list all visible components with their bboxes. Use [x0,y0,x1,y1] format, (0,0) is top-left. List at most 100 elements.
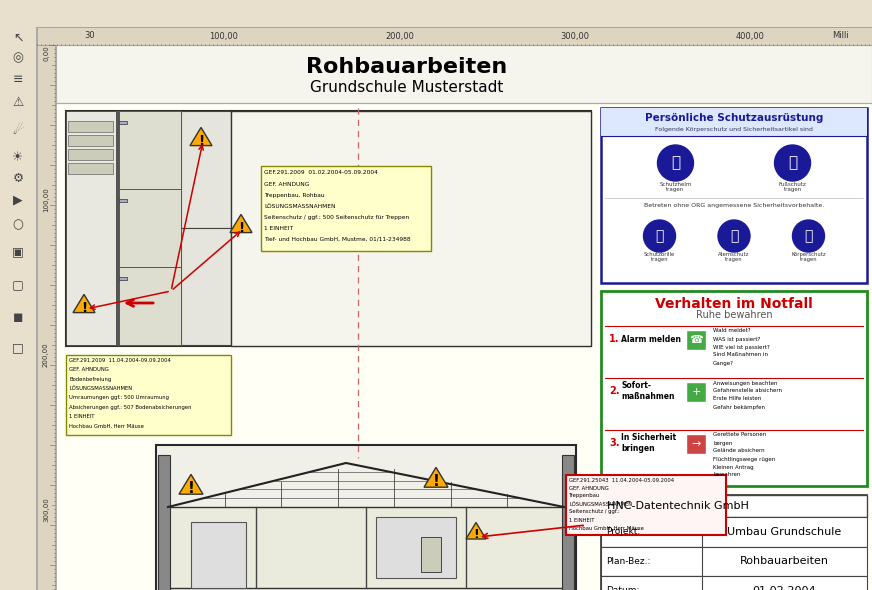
Text: GEF.291.25043  11.04.2004-05.09.2004: GEF.291.25043 11.04.2004-05.09.2004 [569,477,674,483]
Text: Erste Hilfe leisten: Erste Hilfe leisten [713,396,761,402]
Bar [181,228,231,345]
Text: WAS ist passiert?: WAS ist passiert? [713,336,760,342]
Text: ⛑: ⛑ [730,229,739,243]
Bar [119,267,181,345]
Circle shape [774,145,810,181]
Text: 1 EINHEIT: 1 EINHEIT [264,225,293,231]
Bar [686,382,706,402]
Text: GEF.291.2009  01.02.2004-05.09.2004: GEF.291.2009 01.02.2004-05.09.2004 [264,171,378,175]
Bar [601,576,702,590]
Text: !: ! [81,301,87,314]
Text: LÖSUNGSMASSNAHMEN: LÖSUNGSMASSNAHMEN [264,204,336,208]
Text: Gange?: Gange? [713,360,734,365]
Bar [601,495,867,517]
Text: →: → [691,439,701,449]
Text: 200,00: 200,00 [43,343,49,368]
Polygon shape [466,523,486,539]
Bar [601,108,867,136]
Polygon shape [424,467,448,487]
Text: 300,00: 300,00 [561,31,589,41]
Circle shape [793,220,825,252]
Text: Verhalten im Notfall: Verhalten im Notfall [655,297,813,311]
Text: Umbau Grundschule: Umbau Grundschule [727,527,841,537]
Bar [36,27,37,590]
Text: Gefahr bekämpfen: Gefahr bekämpfen [713,405,765,409]
Text: 30: 30 [85,31,95,41]
Text: !: ! [473,528,479,541]
Polygon shape [179,474,203,494]
Text: bergen: bergen [713,441,732,445]
Text: Datum:: Datum: [606,586,639,590]
Text: WIE viel ist passiert?: WIE viel ist passiert? [713,345,770,349]
Text: 01.02.2004: 01.02.2004 [753,586,816,590]
Text: Flüchtlingswege rügen: Flüchtlingswege rügen [713,457,775,461]
Bar [601,517,702,546]
Bar [68,135,113,146]
Text: 100,00: 100,00 [43,188,49,212]
Bar [601,108,867,283]
Bar [37,27,872,45]
Text: ⚠: ⚠ [12,96,24,109]
Bar [68,163,113,174]
Circle shape [657,145,693,181]
Text: 400,00: 400,00 [736,31,765,41]
Text: ▢: ▢ [12,278,24,291]
Text: 1 EINHEIT: 1 EINHEIT [69,415,94,419]
Bar [601,517,867,546]
Polygon shape [230,214,252,232]
Text: ⛑: ⛑ [804,229,813,243]
Text: ⚙: ⚙ [12,172,24,185]
Bar [119,189,181,267]
Text: Fußschutz
tragen: Fußschutz tragen [779,182,807,192]
Text: Persönliche Schutzausrüstung: Persönliche Schutzausrüstung [644,113,823,123]
Text: HNC-Datentechnik GmbH: HNC-Datentechnik GmbH [607,501,749,511]
Text: ⛑: ⛑ [788,156,797,171]
Text: Absicherungen ggf.: 507 Bodenabsicherungen: Absicherungen ggf.: 507 Bodenabsicherung… [69,405,192,410]
Text: +: + [691,387,701,397]
Text: !: ! [238,221,244,235]
Bar [66,111,181,346]
Bar [601,576,867,590]
Text: □: □ [12,342,24,355]
Text: !: ! [198,134,204,148]
Bar [601,546,867,576]
Bar [116,111,119,346]
Text: 1.: 1. [609,334,619,344]
Text: In Sicherheit
bringen: In Sicherheit bringen [621,433,676,453]
Text: Kleinen Antrag: Kleinen Antrag [713,464,753,470]
Text: Ruhe bewahren: Ruhe bewahren [696,310,773,320]
Text: GEF. AHNDUNG: GEF. AHNDUNG [569,486,609,490]
Text: Tief- und Hochbau GmbH, Mustme, 01/11-234988: Tief- und Hochbau GmbH, Mustme, 01/11-23… [264,237,411,241]
Text: 200,00: 200,00 [385,31,414,41]
Bar [566,475,726,535]
Text: Rohbauarbeiten: Rohbauarbeiten [740,556,829,566]
Bar [66,111,591,346]
Bar [56,45,872,103]
Bar [601,546,702,576]
Text: Anweisungen beachten: Anweisungen beachten [713,381,778,385]
Text: Atemschutz
tragen: Atemschutz tragen [719,251,750,263]
Bar [0,27,872,28]
Text: Bodenbefreiung: Bodenbefreiung [69,376,112,382]
Circle shape [644,220,676,252]
Text: bewahren: bewahren [713,473,740,477]
Text: ○: ○ [12,218,24,231]
Text: ⛑: ⛑ [671,156,680,171]
Text: ⛑: ⛑ [656,229,664,243]
Bar [421,537,441,572]
Text: 1 EINHEIT: 1 EINHEIT [569,517,595,523]
Text: ≡: ≡ [13,74,24,87]
Bar [158,455,170,590]
Text: GEF.291.2009  11.04.2004-09.09.2004: GEF.291.2009 11.04.2004-09.09.2004 [69,358,171,362]
Text: Wald meldet?: Wald meldet? [713,329,751,333]
Text: Plan-Bez.:: Plan-Bez.: [606,557,651,566]
Text: 0,00: 0,00 [43,45,49,61]
Text: LÖSUNGSMASSNAHMEN: LÖSUNGSMASSNAHMEN [569,502,632,506]
Bar [191,522,246,588]
Text: GEF. AHNDUNG: GEF. AHNDUNG [69,367,109,372]
Circle shape [718,220,750,252]
Bar [562,455,574,590]
Bar [181,111,231,228]
Text: Seitenschutz / ggf.:: Seitenschutz / ggf.: [569,510,620,514]
Text: ◼: ◼ [13,312,24,325]
